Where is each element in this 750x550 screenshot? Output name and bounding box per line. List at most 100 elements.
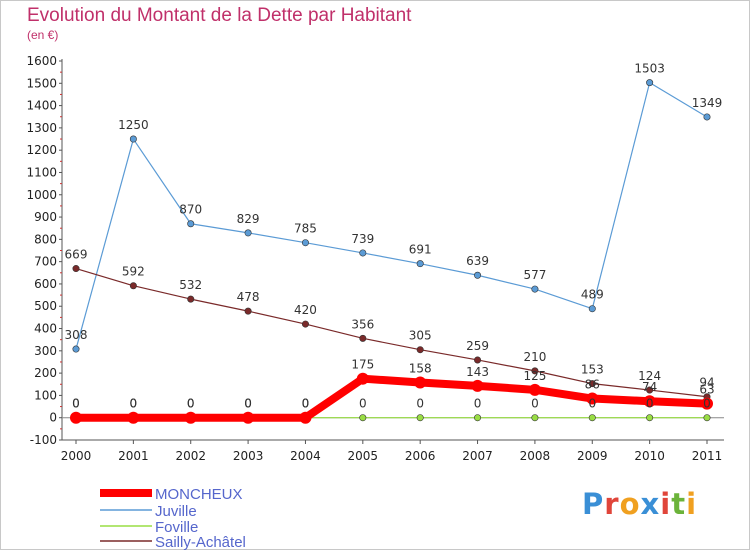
data-point xyxy=(528,383,541,396)
x-tick-label: 2006 xyxy=(405,449,436,463)
y-tick-label: 1600 xyxy=(26,54,57,68)
data-point xyxy=(70,411,82,424)
y-tick-label: 0 xyxy=(49,411,57,425)
x-tick-label: 2001 xyxy=(118,449,149,463)
data-label: 592 xyxy=(122,265,145,279)
data-point xyxy=(359,334,367,342)
data-point xyxy=(588,305,596,313)
data-point xyxy=(531,367,539,375)
data-point xyxy=(359,414,367,422)
data-label: 829 xyxy=(237,212,260,226)
y-tick-label: 1000 xyxy=(26,188,57,202)
data-point xyxy=(416,260,424,268)
x-tick-label: 2004 xyxy=(290,449,321,463)
data-label: 153 xyxy=(581,363,604,377)
data-point xyxy=(703,414,711,422)
data-label: 639 xyxy=(466,254,489,268)
data-label: 0 xyxy=(187,397,195,411)
data-point xyxy=(72,345,80,353)
y-tick-label: 400 xyxy=(34,322,57,336)
x-tick-label: 2009 xyxy=(577,449,608,463)
data-label: 0 xyxy=(703,397,711,411)
logo-letter: i xyxy=(660,487,672,521)
data-point xyxy=(129,135,137,143)
data-label: 0 xyxy=(588,397,596,411)
x-tick-label: 2002 xyxy=(175,449,206,463)
data-point xyxy=(471,379,484,392)
chart-subtitle: (en €) xyxy=(27,28,59,42)
data-point xyxy=(531,285,539,293)
data-point xyxy=(474,414,482,422)
x-tick-label: 2007 xyxy=(462,449,493,463)
data-label: 175 xyxy=(351,358,374,372)
data-label: 489 xyxy=(581,288,604,302)
data-point xyxy=(187,295,195,303)
data-label: 870 xyxy=(179,203,202,217)
data-point xyxy=(643,395,656,408)
data-label: 158 xyxy=(409,361,432,375)
data-label: 532 xyxy=(179,278,202,292)
data-point xyxy=(244,229,252,237)
data-label: 0 xyxy=(474,397,482,411)
data-label: 0 xyxy=(130,397,138,411)
series-line xyxy=(75,82,708,350)
data-label: 0 xyxy=(187,397,195,411)
data-point xyxy=(416,346,424,354)
y-tick-label: 1400 xyxy=(26,99,57,113)
legend-label: Foville xyxy=(155,519,198,536)
data-point xyxy=(301,239,309,247)
y-tick-label: 100 xyxy=(34,388,57,402)
data-label: 0 xyxy=(416,397,424,411)
x-tick-label: 2011 xyxy=(692,449,723,463)
data-label: 0 xyxy=(646,397,654,411)
data-label: 0 xyxy=(130,397,138,411)
x-tick-label: 2003 xyxy=(233,449,264,463)
data-label: 74 xyxy=(642,380,657,394)
logo-letter: i xyxy=(686,487,698,521)
legend-label: Juville xyxy=(155,503,197,520)
data-point xyxy=(127,411,140,424)
data-label: 0 xyxy=(302,397,310,411)
series-line xyxy=(76,374,708,422)
data-point xyxy=(359,249,367,257)
data-point xyxy=(72,265,80,273)
logo-letter: r xyxy=(604,487,620,521)
data-point xyxy=(588,414,596,422)
data-label: 739 xyxy=(351,232,374,246)
data-label: 124 xyxy=(638,369,661,383)
data-point xyxy=(299,411,312,424)
data-point xyxy=(646,79,654,87)
data-label: 420 xyxy=(294,303,317,317)
data-label: 305 xyxy=(409,329,432,343)
data-point xyxy=(646,386,654,394)
data-point xyxy=(701,397,713,410)
data-label: 0 xyxy=(72,397,80,411)
legend-label: Sailly-Achâtel xyxy=(155,534,246,550)
logo-letter: x xyxy=(640,487,661,521)
data-point xyxy=(474,356,482,364)
data-label: 259 xyxy=(466,339,489,353)
y-tick-label: 1500 xyxy=(26,76,57,90)
y-tick-label: 500 xyxy=(34,299,57,313)
data-label: 478 xyxy=(237,290,260,304)
data-point xyxy=(474,271,482,279)
y-tick-label: 600 xyxy=(34,277,57,291)
y-tick-label: 300 xyxy=(34,344,57,358)
data-label: 0 xyxy=(359,397,367,411)
data-point xyxy=(187,220,195,228)
data-label: 0 xyxy=(244,397,252,411)
chart-title: Evolution du Montant de la Dette par Hab… xyxy=(27,5,412,26)
x-tick-label: 2000 xyxy=(61,449,92,463)
y-tick-label: 1200 xyxy=(26,143,57,157)
data-label: 63 xyxy=(699,383,714,397)
logo-letter: t xyxy=(671,487,687,521)
data-point xyxy=(244,307,252,315)
logo-letter: o xyxy=(619,487,641,521)
data-point xyxy=(531,414,539,422)
data-point xyxy=(129,282,137,290)
data-point xyxy=(586,392,599,405)
series-line xyxy=(75,267,708,398)
data-point xyxy=(416,414,424,422)
